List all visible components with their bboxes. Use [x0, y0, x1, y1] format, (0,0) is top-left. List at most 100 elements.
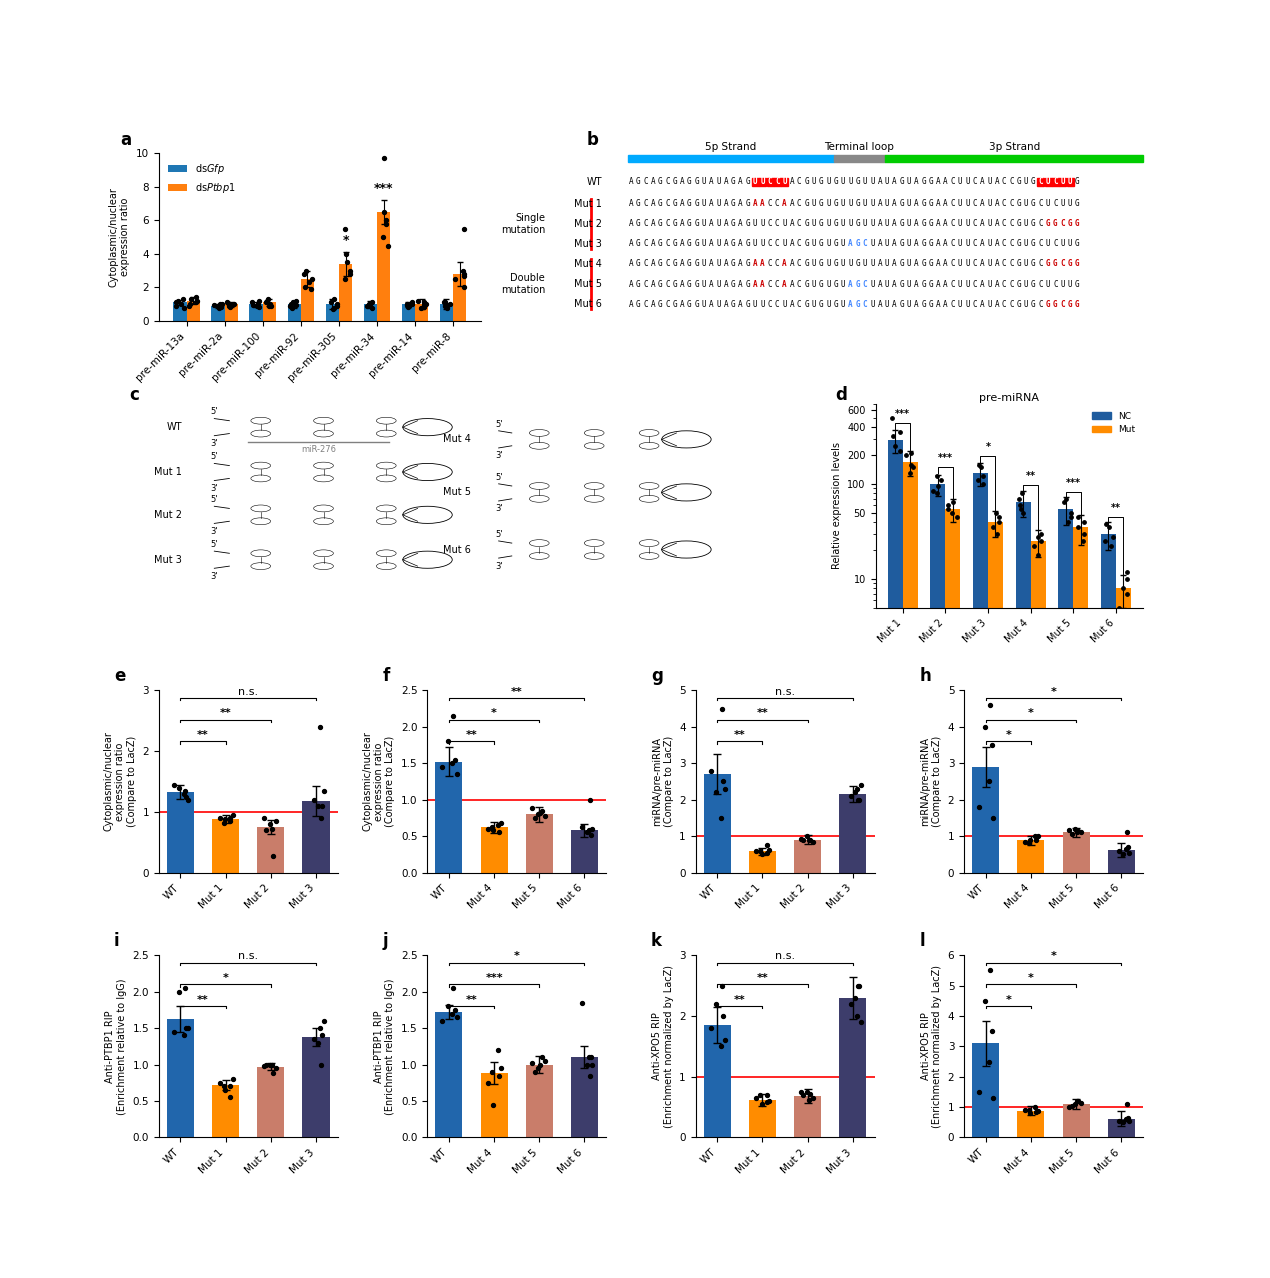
- Point: [900, 463, 921, 483]
- Point: [286, 290, 306, 311]
- Bar: [931, 484, 945, 1278]
- Point: [220, 810, 240, 831]
- Text: U: U: [885, 280, 889, 289]
- Text: A: A: [629, 239, 634, 248]
- Point: [790, 829, 810, 850]
- Text: U: U: [761, 299, 765, 309]
- Text: C: C: [1010, 239, 1013, 248]
- Text: C: C: [796, 280, 801, 289]
- Text: 5': 5': [211, 408, 218, 417]
- Point: [982, 1021, 1002, 1042]
- Point: [881, 408, 902, 428]
- Point: [358, 295, 378, 316]
- Point: [1109, 1111, 1129, 1131]
- Point: [1060, 507, 1081, 528]
- Text: G: G: [1031, 220, 1036, 229]
- Circle shape: [314, 505, 334, 512]
- Text: C: C: [1060, 299, 1066, 309]
- Text: *: *: [986, 442, 991, 452]
- Text: C: C: [1039, 259, 1043, 268]
- Bar: [572, 1057, 598, 1137]
- Text: A: A: [753, 259, 758, 268]
- Point: [889, 441, 909, 461]
- Text: G: G: [687, 280, 692, 289]
- Point: [1010, 495, 1030, 515]
- Point: [1071, 822, 1091, 842]
- Text: G: G: [732, 220, 735, 229]
- Bar: [1045, 178, 1052, 187]
- Text: A: A: [782, 259, 787, 268]
- Text: *: *: [491, 708, 497, 718]
- Text: f: f: [382, 667, 390, 685]
- Circle shape: [584, 483, 605, 489]
- Text: A: A: [709, 259, 714, 268]
- Point: [885, 436, 906, 456]
- Text: U: U: [965, 259, 970, 268]
- Point: [942, 502, 963, 523]
- Point: [1119, 842, 1139, 863]
- Point: [265, 1058, 286, 1079]
- Text: A: A: [994, 178, 999, 187]
- Bar: [1073, 528, 1088, 1278]
- Text: C: C: [973, 220, 977, 229]
- Point: [1062, 824, 1082, 845]
- Point: [258, 289, 278, 309]
- Text: 3': 3': [211, 571, 218, 580]
- Point: [443, 705, 464, 726]
- Point: [174, 1025, 194, 1045]
- Text: C: C: [1002, 239, 1006, 248]
- Text: U: U: [812, 199, 817, 208]
- Text: C: C: [973, 280, 977, 289]
- Text: C: C: [950, 280, 955, 289]
- Text: G: G: [732, 280, 735, 289]
- Text: A: A: [724, 280, 728, 289]
- Bar: [885, 155, 1143, 162]
- Text: A: A: [650, 299, 655, 309]
- Text: U: U: [716, 199, 721, 208]
- Bar: [212, 1085, 239, 1137]
- Text: G: G: [745, 178, 751, 187]
- Point: [1027, 527, 1048, 547]
- Circle shape: [376, 418, 396, 424]
- Bar: [211, 305, 225, 321]
- Text: G: G: [819, 239, 823, 248]
- Text: Mut 3: Mut 3: [574, 239, 602, 249]
- Text: U: U: [826, 220, 831, 229]
- Text: A: A: [650, 239, 655, 248]
- Point: [359, 294, 380, 314]
- Point: [1010, 488, 1030, 509]
- Text: A: A: [709, 239, 714, 248]
- Point: [1115, 838, 1135, 859]
- Bar: [258, 827, 284, 873]
- Text: e: e: [114, 667, 126, 685]
- Text: A: A: [629, 199, 634, 208]
- Text: G: G: [687, 299, 692, 309]
- Point: [800, 1084, 820, 1104]
- Point: [1116, 822, 1137, 842]
- Text: A: A: [944, 178, 947, 187]
- Text: 3': 3': [211, 527, 218, 535]
- Text: A: A: [753, 280, 758, 289]
- Text: U: U: [753, 220, 758, 229]
- Text: A: A: [629, 259, 634, 268]
- Text: U: U: [841, 178, 846, 187]
- Bar: [1063, 832, 1090, 873]
- Point: [897, 445, 917, 465]
- Bar: [1017, 1111, 1044, 1137]
- Point: [1060, 502, 1081, 523]
- Point: [1011, 498, 1031, 519]
- Text: C: C: [950, 220, 955, 229]
- Point: [759, 840, 780, 860]
- Point: [453, 277, 474, 298]
- Point: [323, 299, 343, 320]
- Point: [174, 783, 194, 804]
- Bar: [833, 155, 885, 162]
- Text: A: A: [724, 299, 728, 309]
- Text: A: A: [848, 299, 852, 309]
- Text: G: G: [745, 239, 751, 248]
- Y-axis label: miRNA/pre-miRNA
(Compare to LacZ): miRNA/pre-miRNA (Compare to LacZ): [652, 736, 673, 827]
- Text: G: G: [833, 239, 838, 248]
- Text: C: C: [1039, 280, 1043, 289]
- Point: [927, 483, 947, 504]
- Point: [483, 820, 503, 841]
